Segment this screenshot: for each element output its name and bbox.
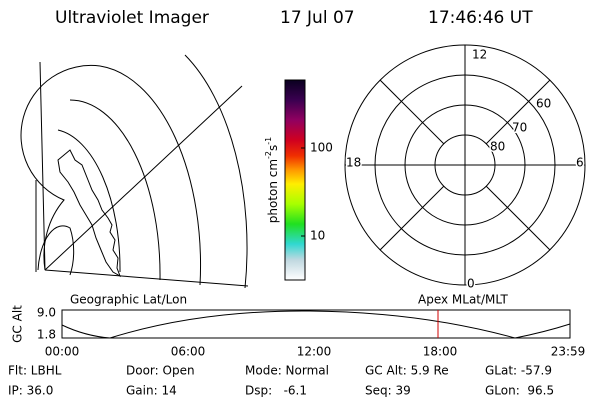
status-field: Gain: 14	[126, 384, 177, 398]
altitude-frame	[61, 309, 571, 339]
status-field: Seq: 39	[365, 384, 411, 398]
status-field: Mode: Normal	[245, 364, 329, 378]
unit-exp: -1	[264, 137, 273, 145]
colorbar-tick: 100	[310, 141, 333, 155]
x-tick-label: 00:00	[45, 345, 80, 359]
status-field: IP: 36.0	[8, 384, 53, 398]
lat-label: 60	[536, 97, 551, 111]
y-tick-label: 9.0	[37, 306, 56, 320]
date: 17 Jul 07	[280, 8, 355, 28]
colorbar-tick: 10	[310, 229, 325, 243]
map-grid	[20, 54, 249, 289]
status-field: Dsp: -6.1	[245, 384, 307, 398]
status-field: Flt: LBHL	[8, 364, 62, 378]
altitude-curve	[61, 310, 571, 339]
right-label: Apex MLat/MLT	[418, 293, 508, 307]
clock-label: 18	[346, 156, 361, 170]
clock-label: 6	[576, 156, 584, 170]
status-field: GC Alt: 5.9 Re	[365, 364, 449, 378]
lat-label: 70	[512, 121, 527, 135]
left-label: Geographic Lat/Lon	[70, 293, 187, 307]
clock-label: 12	[472, 48, 487, 62]
unit-base: photon cm	[266, 159, 280, 223]
x-tick-label: 18:00	[423, 345, 458, 359]
x-tick-label: 12:00	[297, 345, 332, 359]
colorbar-label: photon cm-2s-1	[264, 137, 280, 224]
x-tick-label: 06:00	[171, 345, 206, 359]
time: 17:46:46 UT	[428, 8, 533, 28]
lat-label: 80	[490, 140, 505, 154]
title: Ultraviolet Imager	[55, 8, 209, 28]
unit-exp: -2	[264, 151, 273, 159]
status-field: GLat: -57.9	[485, 364, 552, 378]
y-label: GC Alt	[11, 305, 25, 343]
polar-grid	[344, 44, 586, 286]
clock-label: 0	[467, 277, 475, 291]
unit-part: s	[266, 145, 280, 151]
status-field: GLon: 96.5	[485, 384, 554, 398]
colorbar	[284, 79, 306, 281]
x-tick-label: 23:59	[551, 345, 586, 359]
status-field: Door: Open	[126, 364, 195, 378]
status: Flt: LBHL Door: Open Mode: Normal GC Alt: 5…	[8, 364, 554, 398]
y-tick-label: 1.8	[37, 328, 56, 342]
